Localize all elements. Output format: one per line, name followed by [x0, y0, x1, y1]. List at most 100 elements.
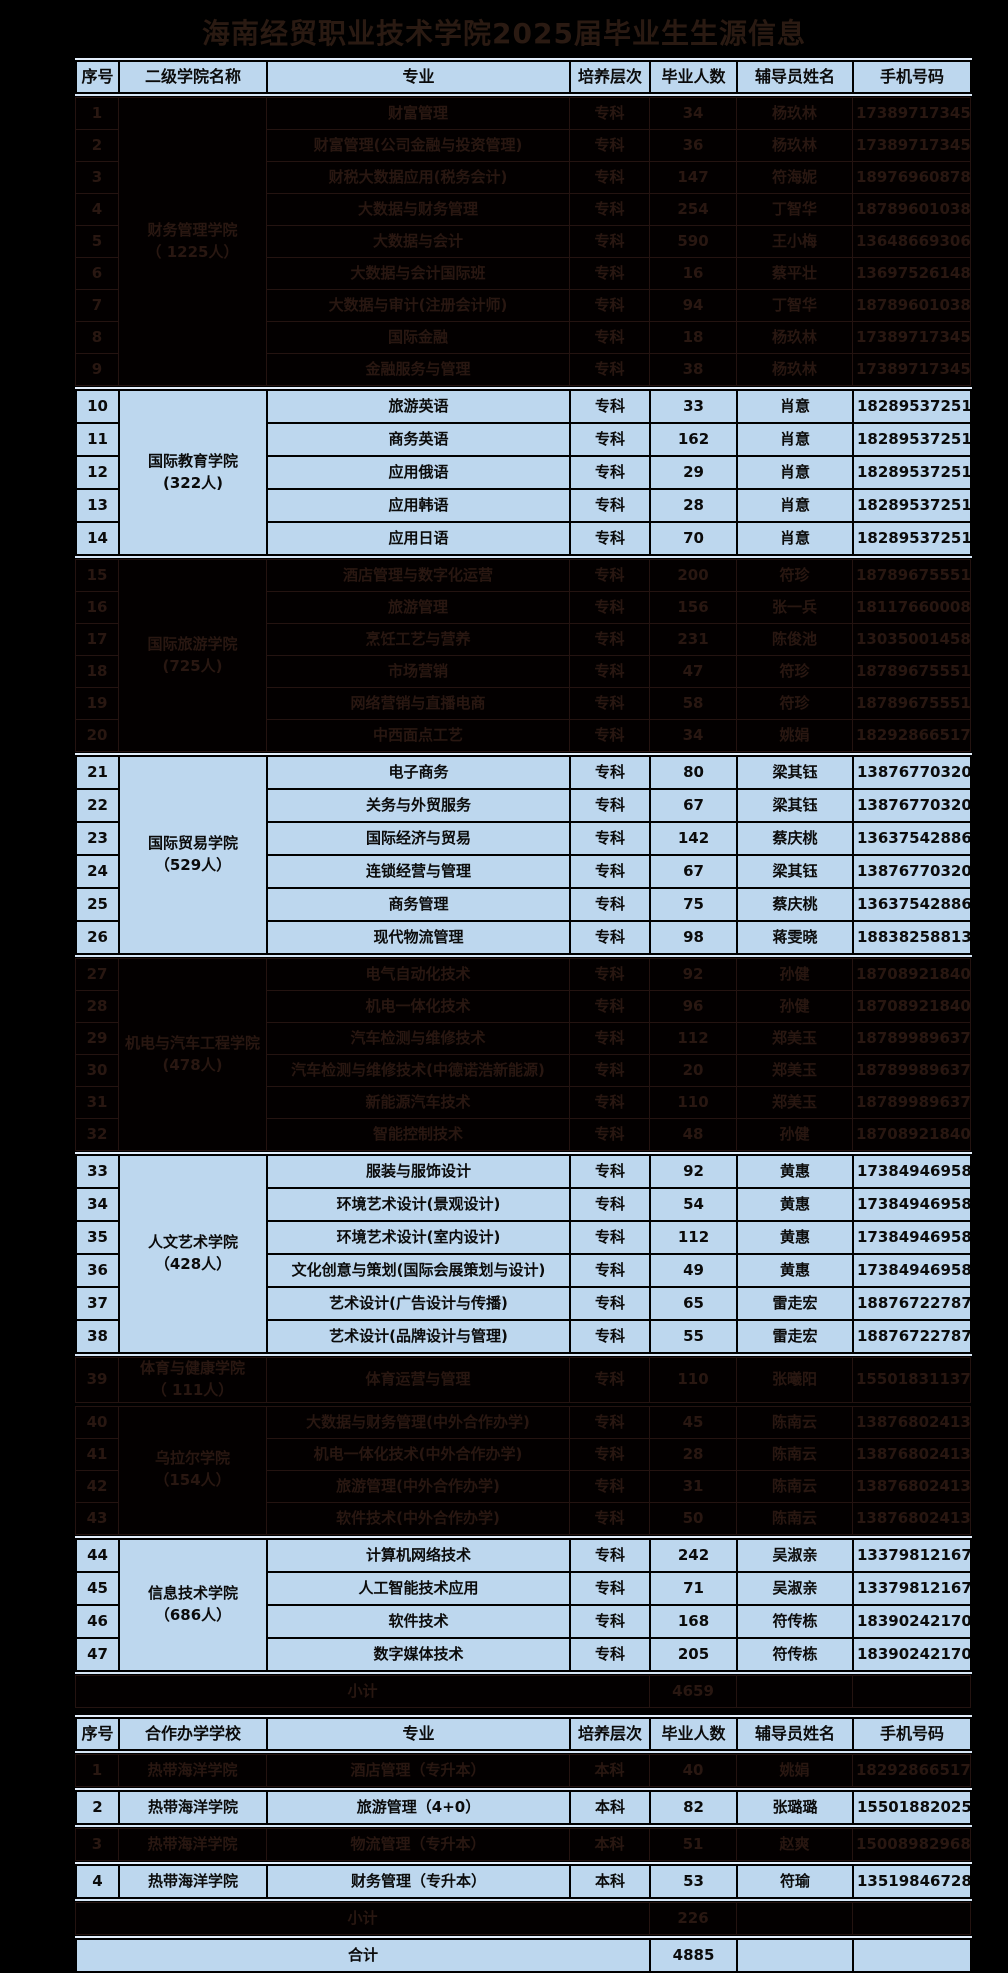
level-cell: 专科	[569, 1253, 651, 1288]
level-cell: 专科	[569, 289, 650, 322]
row-number: 20	[75, 719, 119, 752]
phone-number-cell: 13035001458	[852, 623, 971, 656]
table-row: 36 文化创意与策划(国际会展策划与设计) 专科 49 黄惠 17384946958	[75, 1253, 972, 1288]
graduate-count-cell: 50	[649, 1501, 737, 1535]
row-number: 42	[75, 1469, 119, 1503]
college-name: 信息技术学院	[147, 1583, 238, 1602]
phone-number-cell: 17384946958	[852, 1187, 972, 1222]
row-number: 4	[75, 193, 119, 226]
graduate-count-cell: 168	[649, 1603, 738, 1639]
row-number: 19	[75, 687, 119, 720]
table-row: 41 机电一体化技术(中外合作办学) 专科 28 陈南云 13876802413	[75, 1437, 971, 1471]
college-name-cell: 国际教育学院 (322人)	[118, 389, 268, 556]
major-cell: 数字媒体技术	[266, 1636, 571, 1672]
row-number: 32	[75, 1118, 119, 1151]
phone-number-cell: 18789989637	[852, 1022, 971, 1055]
row-number: 9	[75, 353, 119, 386]
table-row: 15 国际旅游学院 (725人) 酒店管理与数字化运营 专科 200 符珍 187896755…	[75, 559, 971, 752]
column-header: 专业	[266, 1716, 571, 1751]
phone-number-cell: 18289537251	[852, 455, 972, 490]
phone-number-cell: 18838258813	[852, 920, 972, 955]
graduate-count-cell: 242	[649, 1537, 738, 1573]
row-number: 15	[75, 559, 119, 592]
major-cell: 文化创意与策划(国际会展策划与设计)	[266, 1253, 571, 1288]
graduate-count-cell: 82	[649, 1789, 738, 1825]
counselor-name-cell: 吴淑亲	[736, 1537, 854, 1573]
phone-number-cell: 18390242170	[852, 1603, 972, 1639]
coop-subtotal-row: 小计 226	[74, 1901, 972, 1935]
major-cell: 旅游英语	[266, 389, 571, 424]
table-row: 46 软件技术 专科 168 符传栋 18390242170	[75, 1603, 972, 1639]
phone-number-cell: 17389717345	[852, 129, 971, 162]
counselor-name-cell: 黄惠	[736, 1187, 854, 1222]
level-cell: 专科	[569, 1319, 651, 1354]
table-row: 13 应用韩语 专科 28 肖意 18289537251	[75, 488, 972, 523]
level-cell: 专科	[569, 455, 651, 490]
counselor-name-cell: 符瑜	[736, 1863, 854, 1899]
level-cell: 本科	[569, 1789, 651, 1825]
phone-number-cell: 18292866517	[852, 719, 971, 752]
empty-cell	[852, 1937, 973, 1973]
graduate-count-cell: 58	[649, 687, 737, 720]
totals-label: 小计	[74, 1674, 651, 1708]
phone-number-cell: 17389717345	[852, 353, 971, 386]
college-name-cell: 国际贸易学院 （529人）	[118, 755, 268, 955]
phone-number-cell: 18708921840	[852, 990, 971, 1023]
counselor-name-cell: 陈南云	[736, 1405, 853, 1439]
table-row: 7 大数据与审计(注册会计师) 专科 94 丁智华 18789601038	[75, 289, 971, 322]
phone-number-cell: 18292866517	[852, 1753, 971, 1787]
graduate-count-cell: 231	[649, 623, 737, 656]
phone-number-cell: 13876802413	[852, 1469, 971, 1503]
column-header: 手机号码	[852, 1716, 972, 1751]
graduate-count-cell: 20	[649, 1054, 737, 1087]
totals-row: 小计 226	[74, 1901, 972, 1935]
counselor-name-cell: 肖意	[736, 389, 854, 424]
level-cell: 专科	[569, 1405, 650, 1439]
row-number: 2	[75, 129, 119, 162]
totals-label: 合计	[74, 1937, 652, 1973]
phone-number-cell: 18708921840	[852, 958, 971, 991]
graduate-count-cell: 110	[649, 1357, 737, 1403]
counselor-name-cell: 梁其钰	[736, 788, 854, 823]
graduate-count-cell: 51	[649, 1827, 737, 1861]
college-count: （529人）	[154, 856, 232, 874]
phone-number-cell: 18289537251	[852, 488, 972, 523]
counselor-name-cell: 梁其钰	[736, 854, 854, 889]
table-row: 29 汽车检测与维修技术 专科 112 郑美玉 18789989637	[75, 1022, 971, 1055]
major-cell: 旅游管理	[266, 591, 570, 624]
counselor-name-cell: 蔡庆桃	[736, 821, 854, 856]
totals-row: 小计 4659	[74, 1674, 972, 1708]
row-number: 31	[75, 1086, 119, 1119]
counselor-name-cell: 黄惠	[736, 1253, 854, 1288]
row-number: 24	[75, 854, 120, 889]
college-group: 10 国际教育学院 (322人) 旅游英语 专科 33 肖意 18289537251 11 商务英…	[75, 389, 972, 556]
row-number: 26	[75, 920, 120, 955]
counselor-name-cell: 符珍	[736, 687, 853, 720]
graduate-count-cell: 98	[649, 920, 738, 955]
graduate-count-cell: 38	[649, 353, 737, 386]
college-name-cell: 国际旅游学院 (725人)	[118, 559, 267, 752]
table-row: 38 艺术设计(品牌设计与管理) 专科 55 雷走宏 18876722787	[75, 1319, 972, 1354]
counselor-name-cell: 孙健	[736, 990, 853, 1023]
major-cell: 智能控制技术	[266, 1118, 570, 1151]
level-cell: 专科	[569, 821, 651, 856]
level-cell: 专科	[569, 920, 651, 955]
college-name: 国际教育学院	[147, 451, 238, 470]
counselor-name-cell: 丁智华	[736, 289, 853, 322]
counselor-name-cell: 杨玖林	[736, 129, 853, 162]
graduate-count-cell: 110	[649, 1086, 737, 1119]
row-number: 34	[75, 1187, 120, 1222]
graduate-count-cell: 29	[649, 455, 738, 490]
table-row: 47 数字媒体技术 专科 205 符传栋 18390242170	[75, 1636, 972, 1672]
graduate-count-cell: 112	[649, 1022, 737, 1055]
major-cell: 软件技术	[266, 1603, 571, 1639]
phone-number-cell: 13876802413	[852, 1405, 971, 1439]
table-row: 4 热带海洋学院 财务管理（专升本） 本科 53 符瑜 13519846728	[75, 1863, 972, 1899]
table-row: 19 网络营销与直播电商 专科 58 符珍 18789675551	[75, 687, 971, 720]
table-row: 9 金融服务与管理 专科 38 杨玖林 17389717345	[75, 353, 971, 386]
level-cell: 专科	[569, 161, 650, 194]
table-row: 42 旅游管理(中外合作办学) 专科 31 陈南云 13876802413	[75, 1469, 971, 1503]
row-number: 3	[75, 1827, 119, 1861]
row-number: 37	[75, 1286, 120, 1321]
counselor-name-cell: 张璐璐	[736, 1789, 854, 1825]
